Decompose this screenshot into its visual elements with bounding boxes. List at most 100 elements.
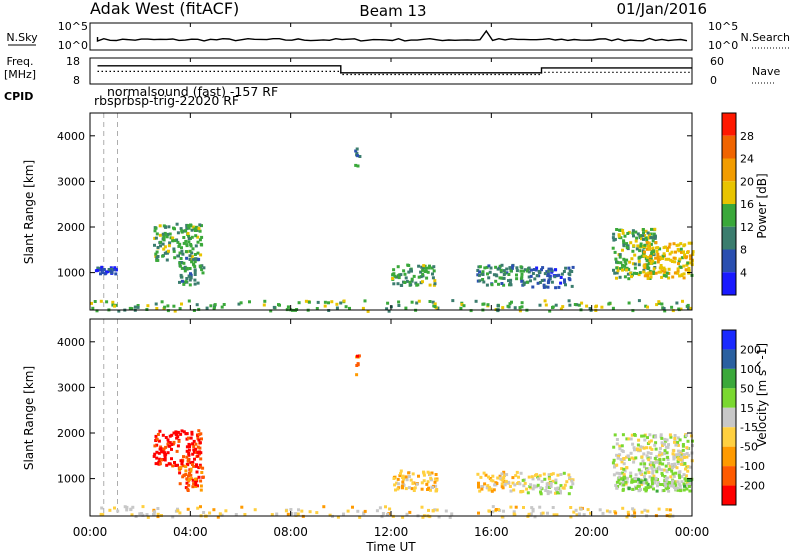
data-cell (512, 488, 516, 492)
data-cell (328, 513, 332, 517)
velocity-panel (99, 319, 694, 519)
data-cell (657, 481, 661, 485)
data-cell (570, 479, 574, 483)
data-cell (622, 241, 626, 245)
data-cell (511, 481, 515, 485)
data-cell (649, 236, 653, 239)
colorbar-tick-label: 28 (740, 130, 754, 143)
data-cell (600, 305, 604, 309)
data-cell (191, 452, 195, 456)
data-cell (175, 238, 179, 242)
data-cell (198, 441, 202, 445)
data-cell (154, 302, 158, 306)
data-cell (358, 515, 362, 519)
data-cell (407, 264, 411, 267)
data-cell (103, 272, 107, 276)
data-cell (106, 270, 110, 274)
data-cell (567, 266, 571, 270)
data-cell (180, 229, 184, 233)
data-cell (286, 512, 290, 516)
data-cell (477, 485, 480, 489)
data-cell (163, 305, 167, 309)
data-cell (213, 303, 217, 307)
data-cell (197, 475, 201, 479)
data-cell (181, 458, 185, 462)
y-tick-label: 1000 (57, 267, 85, 280)
noise-right-tick-bottom: 10^0 (708, 39, 738, 52)
data-cell (618, 255, 622, 259)
data-cell (296, 512, 300, 516)
data-cell (554, 268, 558, 272)
data-cell (166, 304, 170, 308)
data-cell (649, 439, 653, 443)
data-cell (478, 279, 482, 283)
data-cell (491, 505, 495, 509)
data-cell (431, 276, 435, 280)
data-cell (545, 485, 549, 489)
data-cell (182, 241, 186, 245)
data-cell (133, 305, 137, 309)
data-cell (612, 238, 616, 242)
data-cell (598, 508, 602, 512)
data-cell (554, 491, 557, 495)
data-cell (615, 266, 619, 270)
data-cell (571, 265, 575, 269)
data-cell (393, 483, 397, 487)
data-cell (484, 473, 488, 477)
data-cell (192, 262, 195, 266)
data-cell (672, 474, 676, 478)
data-cell (184, 469, 188, 473)
data-cell (559, 276, 563, 279)
data-cell (395, 481, 399, 485)
data-cell (639, 445, 643, 449)
data-cell (631, 487, 635, 491)
data-cell (199, 253, 203, 257)
data-cell (656, 260, 660, 264)
data-cell (525, 487, 529, 491)
data-cell (199, 479, 203, 483)
data-cell (163, 245, 167, 249)
data-cell (654, 271, 658, 275)
data-cell (351, 505, 354, 509)
data-cell (101, 513, 105, 517)
data-cell (432, 265, 436, 269)
data-cell (176, 463, 179, 467)
data-cell (488, 270, 492, 274)
data-cell (622, 239, 626, 243)
data-cell (682, 250, 685, 254)
data-cell (666, 458, 670, 461)
data-cell (485, 283, 489, 287)
data-cell (477, 273, 481, 277)
data-cell (195, 303, 199, 307)
data-cell (611, 246, 615, 250)
data-cell (184, 280, 188, 284)
colorbar-swatch (722, 368, 736, 389)
data-cell (156, 512, 160, 516)
data-cell (645, 247, 649, 251)
data-cell (655, 455, 659, 459)
data-cell (361, 306, 365, 310)
data-cell (176, 430, 180, 434)
data-cell (393, 274, 397, 278)
data-cell (626, 510, 630, 514)
data-cell (644, 255, 648, 259)
data-cell (559, 281, 563, 285)
data-cell (680, 273, 684, 277)
data-cell (679, 489, 683, 493)
data-cell (176, 507, 179, 511)
data-cell (502, 509, 505, 513)
data-cell (613, 433, 617, 437)
freq-right-tick-bottom: 0 (710, 74, 717, 87)
data-cell (216, 515, 220, 519)
data-cell (402, 477, 406, 481)
data-cell (612, 445, 616, 449)
data-cell (685, 263, 689, 267)
data-cell (523, 281, 526, 285)
data-cell (355, 147, 359, 151)
colorbar-tick-label: 20 (740, 175, 754, 188)
data-cell (391, 277, 395, 280)
data-cell (649, 271, 653, 275)
data-cell (358, 155, 362, 158)
data-cell (637, 259, 641, 263)
data-cell (497, 282, 500, 286)
